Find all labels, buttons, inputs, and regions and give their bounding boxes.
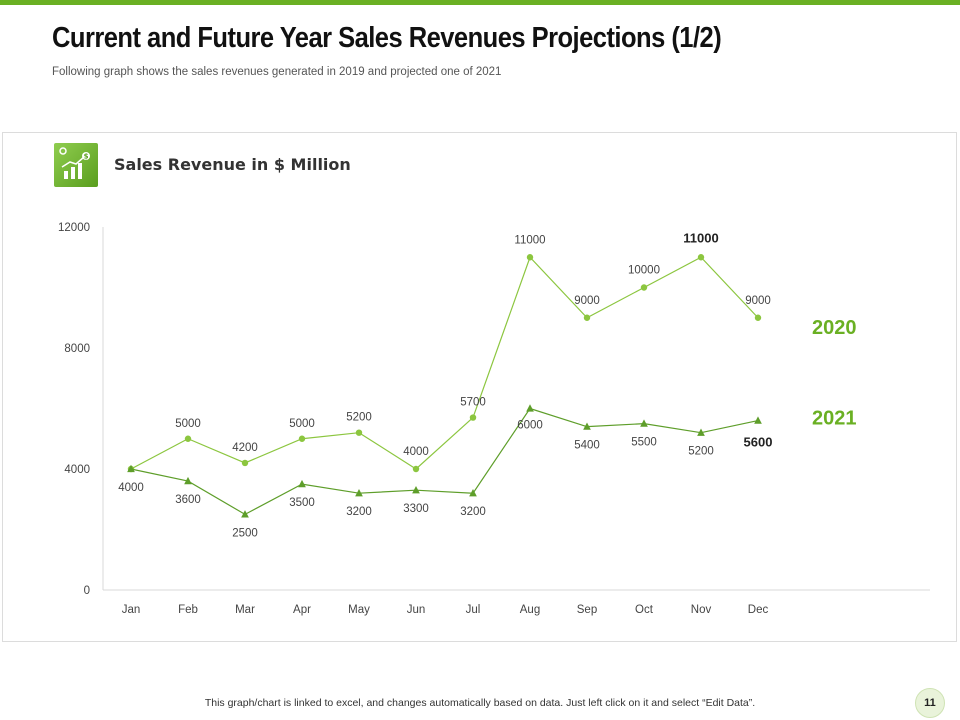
- data-point-2020: [526, 254, 534, 261]
- data-label-2020: 4000: [403, 446, 429, 458]
- data-point-2021: [184, 476, 192, 485]
- x-tick-label: Aug: [520, 604, 540, 616]
- data-point-2020: [640, 284, 648, 291]
- data-label-2021: 3300: [403, 503, 429, 515]
- x-tick-label: Apr: [293, 604, 311, 616]
- y-tick-label: 0: [84, 585, 90, 597]
- data-label-2021: 3200: [346, 506, 372, 518]
- data-label-2020: 5000: [175, 418, 201, 430]
- data-label-2021: 6000: [517, 420, 543, 432]
- data-label-2021: 3200: [460, 506, 486, 518]
- x-tick-label: Nov: [691, 604, 712, 616]
- data-point-2020: [355, 429, 363, 436]
- x-tick-label: Feb: [178, 604, 198, 616]
- x-tick-label: Jan: [122, 604, 141, 616]
- data-label-2020: 9000: [574, 295, 600, 307]
- data-point-2021: [412, 485, 420, 494]
- y-tick-label: 4000: [64, 464, 90, 476]
- data-label-2020: 5000: [289, 418, 315, 430]
- data-point-2021: [355, 489, 363, 497]
- data-label-2020: 11000: [683, 230, 718, 245]
- data-point-2021: [583, 422, 591, 430]
- data-point-2021: [469, 489, 477, 497]
- data-label-2021: 3500: [289, 497, 315, 509]
- data-label-2020: 5200: [346, 412, 372, 424]
- data-point-2021: [526, 404, 534, 412]
- data-label-2021: 5200: [688, 446, 714, 458]
- x-tick-label: Mar: [235, 604, 255, 616]
- chart-heading: Sales Revenue in $ Million: [114, 155, 351, 174]
- data-label-2021: 5500: [631, 437, 657, 449]
- data-label-2020: 4200: [232, 442, 258, 454]
- data-label-2020: 5700: [460, 397, 486, 409]
- series-line-2020: [130, 256, 759, 470]
- chart-card: [2, 132, 957, 642]
- data-label-2021: 5600: [744, 435, 773, 450]
- page-subtitle: Following graph shows the sales revenues…: [52, 66, 502, 78]
- data-label-2021: 2500: [232, 527, 258, 539]
- series-line-2021: [130, 407, 759, 516]
- series-name-label-2020: 2020: [812, 317, 857, 339]
- x-tick-label: Oct: [635, 604, 654, 616]
- data-label-2021: 5400: [574, 440, 600, 452]
- data-point-2020: [184, 435, 192, 442]
- top-accent-bar: [0, 0, 960, 5]
- data-label-2020: 9000: [745, 295, 771, 307]
- data-label-2021: 4000: [118, 482, 144, 494]
- x-tick-label: May: [348, 604, 370, 616]
- data-point-2021: [640, 419, 648, 427]
- y-tick-label: 12000: [58, 222, 90, 234]
- data-point-2021: [754, 416, 762, 424]
- growth-chart-icon: $: [54, 143, 98, 187]
- data-point-2020: [298, 435, 306, 442]
- y-tick-label: 8000: [64, 343, 90, 355]
- data-point-2020: [469, 414, 477, 421]
- data-point-2021: [241, 510, 249, 518]
- data-label-2020: 10000: [628, 265, 660, 277]
- svg-text:$: $: [84, 153, 89, 161]
- x-tick-label: Jul: [466, 604, 481, 616]
- data-label-2021: 3600: [175, 494, 201, 506]
- page-title: Current and Future Year Sales Revenues P…: [52, 22, 722, 54]
- data-point-2021: [127, 464, 135, 473]
- x-tick-label: Sep: [577, 604, 597, 616]
- series-name-label-2021: 2021: [812, 408, 857, 430]
- data-point-2020: [754, 314, 762, 321]
- x-tick-label: Dec: [748, 604, 769, 616]
- data-point-2020: [583, 314, 591, 321]
- data-point-2020: [697, 254, 705, 261]
- page-number-badge: 11: [915, 688, 945, 718]
- x-tick-label: Jun: [407, 604, 426, 616]
- footer-note: This graph/chart is linked to excel, and…: [204, 697, 756, 709]
- data-point-2020: [241, 459, 249, 467]
- data-point-2021: [697, 428, 705, 436]
- data-point-2020: [412, 465, 420, 473]
- data-point-2021: [298, 479, 306, 488]
- data-label-2020: 11000: [514, 234, 545, 246]
